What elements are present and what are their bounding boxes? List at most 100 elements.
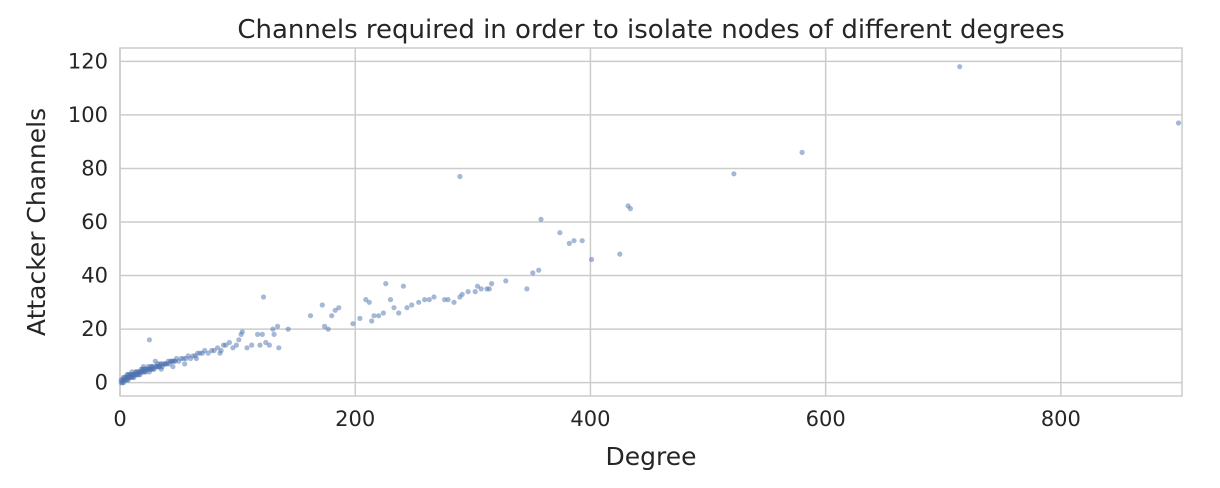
scatter-point (275, 323, 281, 329)
scatter-point (263, 339, 269, 346)
scatter-point (233, 342, 239, 348)
scatter-point (799, 149, 805, 155)
scatter-point (409, 302, 415, 308)
scatter-point (451, 299, 457, 305)
y-tick-label: 0 (95, 371, 108, 395)
scatter-point (524, 286, 530, 292)
scatter-point (536, 267, 542, 273)
scatter-point (336, 305, 342, 311)
scatter-point (205, 350, 211, 356)
scatter-point (271, 331, 277, 337)
scatter-point (400, 283, 406, 289)
chart-title: Channels required in order to isolate no… (237, 15, 1064, 45)
y-axis-label: Attacker Channels (22, 108, 51, 336)
scatter-point (257, 342, 263, 348)
scatter-point (217, 350, 223, 356)
scatter-point (465, 289, 471, 295)
x-tick-label: 400 (570, 407, 610, 431)
y-tick-label: 40 (81, 264, 108, 288)
scatter-point (255, 331, 261, 337)
scatter-point (202, 347, 208, 354)
scatter-point (158, 366, 164, 372)
scatter-point (239, 329, 245, 335)
scatter-point (474, 283, 481, 289)
scatter-point (731, 171, 737, 177)
scatter-point (140, 364, 147, 370)
scatter-point (489, 281, 495, 287)
data-points (118, 64, 1182, 386)
scatter-point (223, 342, 229, 348)
scatter-point (215, 345, 221, 351)
x-axis-label: Degree (606, 442, 697, 471)
grid-lines (119, 48, 1182, 396)
scatter-point (396, 310, 402, 316)
scatter-point (371, 313, 377, 319)
scatter-point (478, 286, 484, 292)
scatter-point (503, 278, 509, 284)
scatter-point (211, 347, 217, 354)
scatter-point (329, 313, 335, 319)
scatter-point (249, 342, 255, 348)
scatter-point (260, 294, 267, 300)
scatter-point (387, 297, 394, 303)
scatter-point (579, 238, 585, 244)
y-tick-label: 120 (68, 49, 108, 73)
scatter-point (426, 297, 432, 303)
scatter-point (557, 230, 563, 236)
scatter-point (276, 345, 282, 351)
x-tick-label: 800 (1041, 407, 1081, 431)
scatter-point (589, 256, 595, 263)
scatter-point (266, 342, 272, 348)
scatter-point (957, 64, 963, 70)
scatter-point (129, 369, 135, 375)
scatter-point (376, 313, 382, 319)
scatter-point (445, 297, 451, 303)
scatter-point (259, 331, 265, 337)
scatter-point (486, 286, 492, 292)
scatter-point (325, 326, 331, 332)
scatter-point (472, 289, 478, 295)
scatter-point (357, 315, 363, 321)
scatter-point (170, 364, 176, 370)
x-tick-labels: 0 200 400 600 800 (113, 407, 1081, 431)
scatter-point (566, 240, 572, 246)
y-tick-label: 60 (81, 210, 108, 234)
y-tick-label: 80 (81, 156, 108, 180)
scatter-point (457, 173, 463, 180)
scatter-point (459, 291, 465, 297)
x-tick-label: 600 (806, 407, 846, 431)
y-tick-label: 20 (81, 317, 108, 341)
plot-frame (119, 47, 1183, 397)
scatter-point (369, 318, 375, 324)
scatter-point (152, 358, 158, 364)
scatter-point (332, 307, 338, 313)
scatter-point (617, 251, 623, 257)
scatter-point (285, 326, 291, 332)
y-tick-label: 100 (68, 103, 108, 127)
scatter-point (319, 302, 325, 308)
scatter-point (404, 305, 410, 311)
scatter-point (431, 294, 437, 300)
scatter-point (366, 299, 372, 305)
scatter-point (422, 297, 428, 303)
scatter-point (146, 337, 152, 343)
scatter-point (380, 310, 386, 316)
scatter-point (236, 337, 242, 343)
scatter-point (307, 313, 314, 319)
scatter-point (383, 281, 389, 287)
scatter-point (627, 206, 634, 212)
scatter-point (182, 361, 188, 367)
scatter-point (391, 305, 397, 311)
scatter-point (193, 355, 199, 362)
scatter-point (571, 238, 577, 244)
scatter-point (322, 323, 328, 329)
scatter-point (363, 297, 369, 303)
scatter-point (416, 299, 422, 305)
scatter-point (530, 270, 536, 276)
scatter-point (538, 216, 544, 222)
scatter-point (270, 326, 276, 332)
scatter-point (244, 345, 250, 351)
scatter-point (350, 321, 356, 327)
scatter-point (226, 339, 232, 346)
